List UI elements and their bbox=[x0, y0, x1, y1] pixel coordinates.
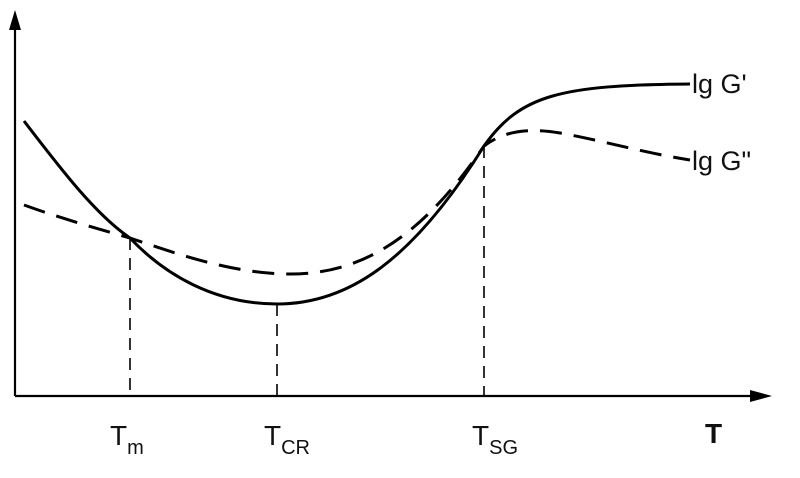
series-label-g-prime: lg G' bbox=[692, 69, 747, 99]
series-g-prime-line bbox=[22, 82, 691, 306]
tick-label-tsg-main: T bbox=[472, 420, 489, 451]
tick-label-tm-main: T bbox=[110, 420, 127, 451]
tick-label-tcr-sub: CR bbox=[281, 437, 310, 459]
tick-label-tcr: TCR bbox=[264, 420, 310, 459]
series-g-double-prime-line bbox=[23, 129, 691, 276]
x-axis-label: T bbox=[705, 418, 722, 449]
tick-label-tsg: TSG bbox=[472, 420, 518, 459]
series-label-g-double-prime: lg G" bbox=[692, 146, 751, 176]
tick-label-tm: Tm bbox=[110, 420, 144, 459]
y-axis-arrow bbox=[9, 10, 21, 30]
tick-label-tsg-sub: SG bbox=[489, 437, 518, 459]
tick-label-tm-sub: m bbox=[127, 437, 144, 459]
x-axis-arrow bbox=[750, 390, 772, 402]
tick-label-tcr-main: T bbox=[264, 420, 281, 451]
